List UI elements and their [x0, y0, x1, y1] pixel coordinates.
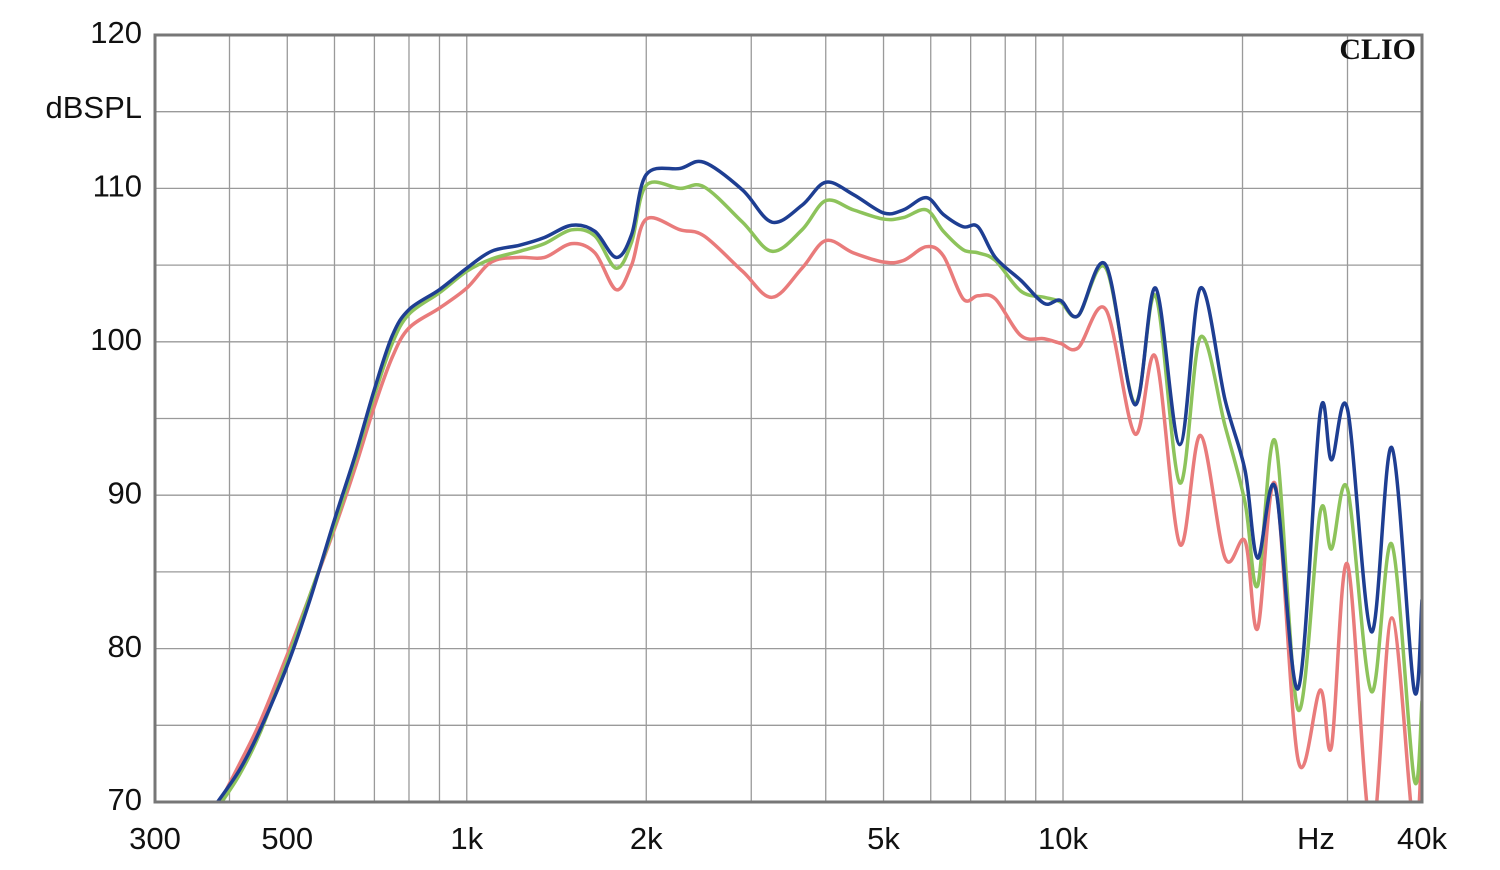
- x-tick-label: 1k: [450, 821, 483, 856]
- x-tick-label: 300: [129, 821, 181, 856]
- plot-frame: [153, 33, 1424, 804]
- y-tick-label: 90: [108, 475, 142, 510]
- series-line: [219, 180, 1422, 802]
- x-tick-label: 5k: [867, 821, 900, 856]
- x-tick-label: 10k: [1038, 821, 1088, 856]
- y-axis-label: dBSPL: [45, 90, 142, 125]
- y-tick-label: 120: [90, 15, 142, 50]
- y-tick-label: 80: [108, 629, 142, 664]
- series-line: [216, 159, 1422, 802]
- y-tick-label: 100: [90, 322, 142, 357]
- y-tick-label: 110: [93, 169, 142, 204]
- x-tick-label: 2k: [630, 821, 663, 856]
- y-tick-label: 70: [108, 782, 142, 817]
- x-tick-label: 500: [261, 821, 313, 856]
- annotation: CLIO: [1339, 33, 1416, 66]
- x-tick-label: 40k: [1397, 821, 1447, 856]
- series-line: [217, 215, 1422, 802]
- lines: [216, 159, 1422, 802]
- x-axis-label: Hz: [1297, 821, 1335, 856]
